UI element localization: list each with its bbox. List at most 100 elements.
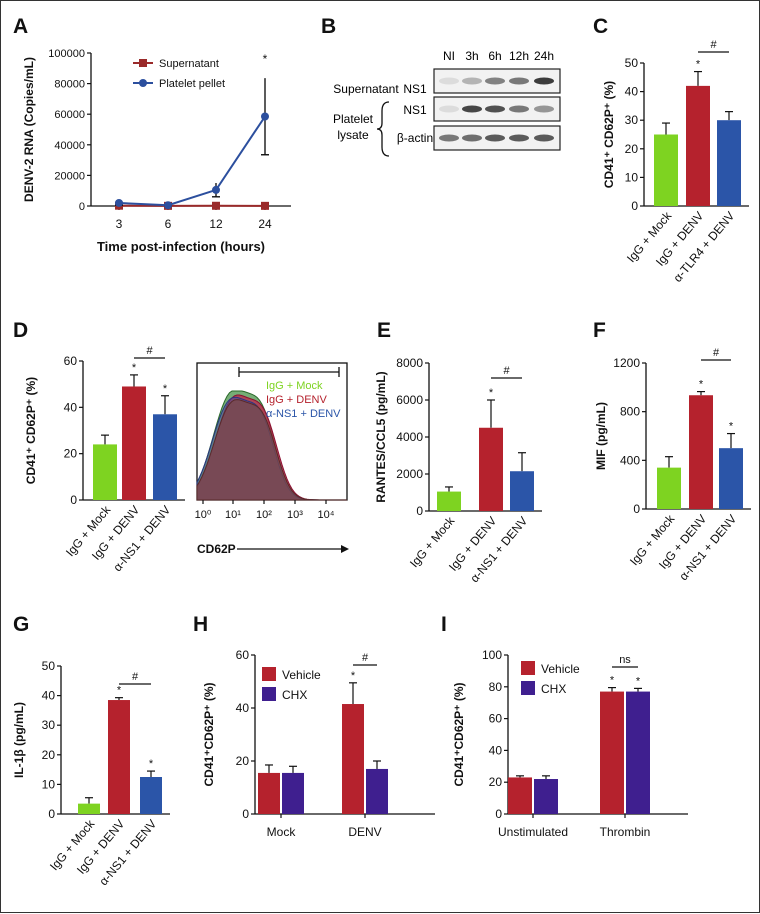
y-tick-label: 30 — [625, 113, 639, 127]
y-tick-label: 40 — [64, 400, 78, 414]
significance-star: * — [351, 670, 356, 682]
y-tick-label: 60 — [236, 648, 250, 662]
y-tick-label: 60 — [64, 354, 78, 368]
y-tick-label: 0 — [70, 493, 77, 507]
y-tick-label: 40 — [236, 701, 250, 715]
bar — [510, 471, 534, 511]
legend-label: CHX — [541, 682, 566, 696]
x-category-label: α-NS1 + DENV — [96, 817, 159, 888]
significance-star: * — [729, 421, 734, 433]
significance-star: * — [163, 383, 168, 395]
y-tick-label: 10 — [625, 170, 639, 184]
legend-label: α-NS1 + DENV — [266, 408, 341, 420]
y-tick-label: 0 — [79, 201, 85, 213]
y-tick-label: 40000 — [54, 140, 85, 152]
significance-label: ns — [619, 654, 631, 666]
x-axis-label: CD62P — [197, 542, 236, 556]
significance-star: * — [610, 675, 615, 687]
bar — [93, 444, 117, 500]
y-tick-label: 6000 — [396, 393, 423, 407]
significance-hash: # — [713, 347, 720, 359]
data-point-circle — [261, 112, 269, 120]
bar — [686, 86, 710, 206]
significance-star: * — [263, 52, 268, 66]
bar — [600, 692, 624, 814]
bar — [108, 700, 130, 814]
x-tick-label: 10² — [256, 509, 272, 521]
y-tick-label: 0 — [416, 504, 423, 518]
bar — [122, 386, 146, 500]
y-tick-label: 30 — [42, 718, 56, 732]
significance-hash: # — [132, 671, 139, 683]
legend-marker — [139, 79, 147, 87]
significance-hash: # — [503, 365, 510, 377]
bar — [140, 777, 162, 814]
x-category-label: Mock — [267, 825, 297, 839]
series-line-1 — [119, 116, 265, 205]
bar — [626, 692, 650, 814]
x-tick-label: 24 — [258, 217, 272, 231]
bar — [719, 448, 743, 509]
y-tick-label: 400 — [620, 453, 640, 467]
y-axis-label: MIF (pg/mL) — [594, 402, 608, 470]
y-axis-label: CD41⁺CD62P⁺ (%) — [202, 682, 216, 786]
y-tick-label: 100 — [482, 648, 502, 662]
x-tick-label: 10³ — [287, 509, 303, 521]
legend-swatch — [521, 681, 535, 695]
y-tick-label: 40 — [42, 689, 56, 703]
y-tick-label: 0 — [242, 807, 249, 821]
significance-star: * — [132, 362, 137, 374]
x-axis-label: Time post-infection (hours) — [97, 239, 265, 254]
y-tick-label: 60 — [489, 712, 503, 726]
bar — [258, 773, 280, 814]
legend-swatch — [521, 661, 535, 675]
significance-star: * — [636, 675, 641, 687]
y-tick-label: 0 — [48, 807, 55, 821]
x-tick-label: 12 — [209, 217, 223, 231]
significance-label: # — [362, 652, 369, 664]
legend-label: CHX — [282, 688, 307, 702]
y-tick-label: 20 — [64, 447, 78, 461]
legend-swatch — [262, 667, 276, 681]
legend-label: Vehicle — [541, 662, 580, 676]
bar — [654, 135, 678, 207]
y-tick-label: 20 — [236, 754, 250, 768]
bar — [153, 414, 177, 500]
significance-star: * — [149, 758, 154, 770]
y-axis-label: CD41⁺CD62P⁺ (%) — [452, 682, 466, 786]
data-point-circle — [164, 201, 172, 209]
data-point-circle — [212, 186, 220, 194]
y-tick-label: 800 — [620, 405, 640, 419]
x-tick-label: 3 — [116, 217, 123, 231]
y-tick-label: 10 — [42, 777, 56, 791]
x-tick-label: 10¹ — [225, 509, 241, 521]
x-axis-arrowhead — [341, 545, 349, 553]
y-tick-label: 50 — [42, 659, 56, 673]
bar — [717, 120, 741, 206]
y-axis-label: IL-1β (pg/mL) — [12, 702, 26, 778]
x-tick-label: 10⁴ — [318, 509, 335, 521]
y-tick-label: 20000 — [54, 170, 85, 182]
y-tick-label: 2000 — [396, 467, 423, 481]
legend-label: IgG + DENV — [266, 394, 327, 406]
legend-swatch — [262, 687, 276, 701]
y-tick-label: 20 — [42, 748, 56, 762]
y-axis-label: DENV-2 RNA (Copies/mL) — [22, 57, 36, 202]
data-point-square — [261, 202, 269, 210]
legend-label: Supernatant — [159, 58, 219, 70]
y-tick-label: 60000 — [54, 109, 85, 121]
y-tick-label: 0 — [631, 199, 638, 213]
y-tick-label: 40 — [625, 85, 639, 99]
y-axis-label: RANTES/CCL5 (pg/mL) — [374, 371, 388, 502]
legend-label: Platelet pellet — [159, 78, 225, 90]
data-point-square — [212, 202, 220, 210]
y-tick-label: 50 — [625, 56, 639, 70]
significance-hash: # — [146, 345, 153, 357]
x-tick-label: 10⁰ — [195, 509, 212, 521]
bar — [282, 773, 304, 814]
y-tick-label: 80 — [489, 680, 503, 694]
x-tick-label: 6 — [165, 217, 172, 231]
y-axis-label: CD41⁺ CD62P⁺ (%) — [602, 81, 616, 188]
y-tick-label: 80000 — [54, 79, 85, 91]
